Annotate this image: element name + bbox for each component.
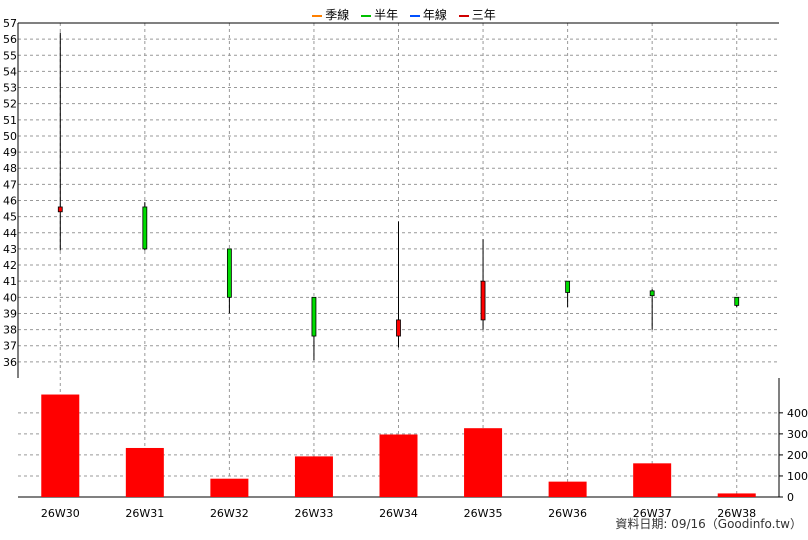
volume-tick-label: 200	[787, 449, 808, 462]
volume-bar	[294, 456, 333, 497]
candle-body	[480, 280, 486, 321]
legend-swatch-threeyear	[458, 14, 469, 17]
x-tick-label: 26W38	[717, 507, 756, 520]
price-tick-label: 38	[3, 324, 17, 337]
price-tick-label: 57	[3, 17, 17, 30]
volume-bar	[633, 463, 672, 497]
legend-label-year: 年線	[422, 8, 447, 22]
candle-body	[311, 296, 317, 337]
x-tick-label: 26W34	[379, 507, 418, 520]
price-tick-label: 53	[3, 82, 17, 95]
volume-tick-label: 400	[787, 407, 808, 420]
price-tick-label: 41	[3, 275, 17, 288]
price-tick-label: 40	[3, 291, 17, 304]
x-tick-label: 26W30	[41, 507, 80, 520]
price-tick-label: 56	[3, 33, 17, 46]
x-tick-label: 26W36	[548, 507, 587, 520]
legend-item-threeyear: 三年	[458, 6, 496, 23]
volume-bar	[125, 447, 164, 497]
volume-bar	[41, 394, 80, 497]
legend-label-quarter: 季線	[325, 8, 350, 22]
price-tick-label: 42	[3, 259, 17, 272]
candle-body	[142, 206, 148, 250]
volume-bar	[717, 493, 756, 497]
x-tick-label: 26W37	[633, 507, 672, 520]
legend-swatch-halfyear	[361, 14, 372, 17]
price-tick-label: 43	[3, 243, 17, 256]
price-tick-label: 49	[3, 146, 17, 159]
price-tick-label: 55	[3, 49, 17, 62]
price-tick-label: 54	[3, 65, 17, 78]
legend-label-halfyear: 半年	[374, 8, 399, 22]
legend-swatch-quarter	[312, 14, 323, 17]
legend-item-halfyear: 半年	[361, 6, 398, 23]
x-tick-label: 26W33	[295, 507, 334, 520]
chart-legend: 季線 半年 年線 三年	[0, 6, 808, 23]
volume-tick-label: 100	[787, 470, 808, 483]
volume-tick-label: 0	[787, 491, 794, 504]
candle-body	[396, 319, 401, 337]
candle-body	[57, 206, 63, 213]
legend-label-threeyear: 三年	[471, 8, 496, 22]
candle-body	[565, 280, 571, 293]
price-tick-label: 37	[3, 340, 17, 353]
x-tick-label: 26W35	[464, 507, 503, 520]
volume-bar	[379, 434, 418, 497]
volume-bar	[210, 478, 249, 497]
price-tick-label: 46	[3, 195, 17, 208]
legend-item-quarter: 季線	[312, 6, 349, 23]
candle-body	[226, 248, 232, 298]
price-tick-label: 36	[3, 356, 17, 369]
candle-body	[734, 296, 740, 306]
volume-bar	[464, 428, 503, 497]
price-tick-label: 50	[3, 130, 17, 143]
legend-swatch-year	[409, 14, 420, 17]
legend-item-year: 年線	[409, 6, 447, 23]
price-tick-label: 52	[3, 98, 17, 111]
price-tick-label: 47	[3, 178, 17, 191]
price-tick-label: 39	[3, 307, 17, 320]
price-tick-label: 44	[3, 227, 17, 240]
data-date-footer: 資料日期: 09/16（Goodinfo.tw）	[615, 517, 802, 531]
price-tick-label: 48	[3, 162, 17, 175]
volume-tick-label: 300	[787, 428, 808, 441]
price-tick-label: 51	[3, 114, 17, 127]
candle-body	[649, 290, 655, 297]
price-tick-label: 45	[3, 211, 17, 224]
x-tick-label: 26W31	[125, 507, 164, 520]
volume-bar	[548, 481, 587, 497]
x-tick-label: 26W32	[210, 507, 249, 520]
